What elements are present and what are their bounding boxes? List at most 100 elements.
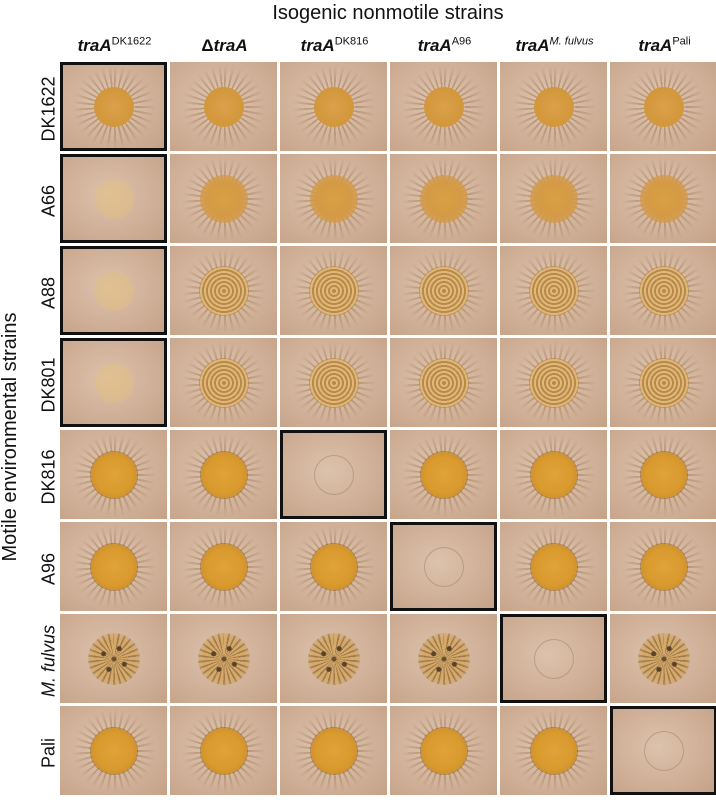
plate-cell (500, 430, 607, 519)
row-label: A66 (36, 154, 62, 247)
row-label: DK1622 (36, 62, 62, 155)
control-plate-cell (60, 246, 167, 335)
plate-cell (610, 246, 716, 335)
figure-top-title: Isogenic nonmotile strains (272, 2, 504, 24)
plate-cell (500, 338, 607, 427)
plate-cell (280, 706, 387, 795)
colony (200, 727, 247, 774)
column-header-superscript: Pali (672, 35, 691, 48)
colony (640, 543, 687, 590)
colony (309, 174, 358, 223)
colony (528, 357, 579, 408)
plate-cell (60, 430, 167, 519)
colony (533, 638, 574, 679)
plate-cell (390, 338, 497, 427)
plate-cell (610, 430, 716, 519)
column-header-gene: traA (515, 36, 550, 55)
colony-grid (60, 62, 716, 800)
colony (197, 632, 250, 685)
colony (90, 543, 137, 590)
plate-cell (170, 706, 277, 795)
plate-cell (170, 154, 277, 243)
plate-cell (60, 614, 167, 703)
control-plate-cell (500, 614, 607, 703)
colony (420, 451, 467, 498)
control-plate-cell (60, 62, 167, 151)
colony (308, 357, 359, 408)
colony (638, 357, 689, 408)
colony (198, 357, 249, 408)
plate-cell (170, 62, 277, 151)
column-header-superscript: A96 (451, 35, 472, 48)
colony (640, 451, 687, 498)
plate-cell (280, 246, 387, 335)
colony (199, 174, 248, 223)
colony (529, 174, 578, 223)
colony (307, 632, 360, 685)
colony (313, 454, 354, 495)
plate-cell (60, 522, 167, 611)
plate-cell (390, 246, 497, 335)
plate-cell (390, 62, 497, 151)
colony (530, 727, 577, 774)
colony (93, 178, 134, 219)
plate-cell (390, 706, 497, 795)
row-label-text: A88 (38, 276, 59, 309)
control-plate-cell (280, 430, 387, 519)
plate-cell (500, 246, 607, 335)
plate-cell (390, 154, 497, 243)
plate-cell (390, 614, 497, 703)
control-plate-cell (390, 522, 497, 611)
plate-cell (280, 62, 387, 151)
colony (423, 86, 464, 127)
plate-cell (170, 338, 277, 427)
row-label: DK801 (36, 338, 62, 431)
column-header: ΔtraA (170, 36, 279, 56)
row-label-text: M. fulvus (38, 624, 59, 697)
plate-cell (610, 338, 716, 427)
colony (90, 727, 137, 774)
figure-side-title: Motile environmental strains (0, 312, 21, 562)
column-header-gene: traA (77, 36, 112, 55)
colony (530, 543, 577, 590)
plate-cell (610, 614, 716, 703)
column-header: traAPali (610, 36, 716, 56)
colony (87, 632, 140, 685)
control-plate-cell (60, 338, 167, 427)
row-label-text: DK801 (38, 356, 59, 413)
colony (639, 174, 688, 223)
plate-cell (280, 338, 387, 427)
colony (533, 86, 574, 127)
colony (198, 265, 249, 316)
colony (419, 174, 468, 223)
plate-cell (170, 614, 277, 703)
plate-cell (60, 706, 167, 795)
row-labels: DK1622 A66 A88 DK801 DK816 A96 M. fulvus Pali (36, 62, 62, 800)
column-header-superscript: DK1622 (111, 35, 152, 48)
column-header: traADK816 (280, 36, 389, 56)
colony (528, 265, 579, 316)
row-label-text: Pali (38, 737, 59, 768)
plate-cell (610, 522, 716, 611)
plate-cell (280, 154, 387, 243)
colony (93, 86, 134, 127)
row-label: A96 (36, 522, 62, 615)
row-label: Pali (36, 706, 62, 799)
plate-cell (610, 154, 716, 243)
row-label: A88 (36, 246, 62, 339)
row-label: M. fulvus (36, 614, 62, 707)
column-header-superscript: M. fulvus (549, 35, 594, 48)
colony (313, 86, 354, 127)
column-header-gene: traA (213, 36, 248, 55)
plate-cell (390, 430, 497, 519)
plate-cell (170, 430, 277, 519)
colony (90, 451, 137, 498)
colony (93, 362, 134, 403)
colony (637, 632, 690, 685)
colony (638, 265, 689, 316)
control-plate-cell (610, 706, 716, 795)
plate-cell (500, 522, 607, 611)
control-plate-cell (60, 154, 167, 243)
colony (200, 451, 247, 498)
plate-cell (610, 62, 716, 151)
